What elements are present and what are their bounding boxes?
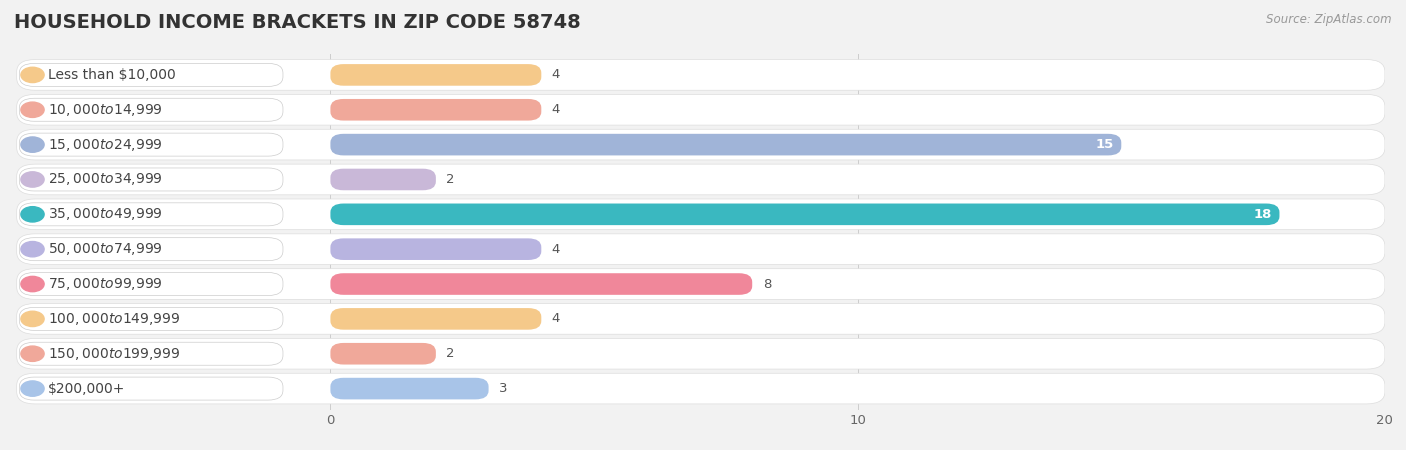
Text: 2: 2 [447, 173, 456, 186]
FancyBboxPatch shape [330, 238, 541, 260]
Circle shape [21, 276, 44, 292]
FancyBboxPatch shape [17, 373, 1385, 404]
Text: 4: 4 [551, 103, 560, 116]
FancyBboxPatch shape [330, 308, 541, 330]
FancyBboxPatch shape [17, 304, 1385, 334]
FancyBboxPatch shape [17, 199, 1385, 230]
FancyBboxPatch shape [20, 307, 283, 330]
FancyBboxPatch shape [330, 134, 1122, 155]
Text: 8: 8 [763, 278, 770, 291]
Circle shape [21, 67, 44, 83]
Text: 4: 4 [551, 312, 560, 325]
Circle shape [21, 381, 44, 396]
Text: $75,000 to $99,999: $75,000 to $99,999 [48, 276, 163, 292]
FancyBboxPatch shape [17, 269, 1385, 299]
Text: $10,000 to $14,999: $10,000 to $14,999 [48, 102, 163, 118]
FancyBboxPatch shape [20, 342, 283, 365]
Circle shape [21, 242, 44, 257]
Text: 2: 2 [447, 347, 456, 360]
FancyBboxPatch shape [330, 273, 752, 295]
FancyBboxPatch shape [17, 59, 1385, 90]
Text: $100,000 to $149,999: $100,000 to $149,999 [48, 311, 181, 327]
FancyBboxPatch shape [20, 273, 283, 296]
Text: 18: 18 [1253, 208, 1271, 221]
Circle shape [21, 311, 44, 327]
FancyBboxPatch shape [17, 338, 1385, 369]
FancyBboxPatch shape [17, 234, 1385, 265]
FancyBboxPatch shape [330, 64, 541, 86]
Circle shape [21, 172, 44, 187]
Text: $200,000+: $200,000+ [48, 382, 125, 396]
FancyBboxPatch shape [330, 378, 489, 400]
FancyBboxPatch shape [20, 98, 283, 121]
FancyBboxPatch shape [330, 99, 541, 121]
Circle shape [21, 102, 44, 117]
FancyBboxPatch shape [20, 238, 283, 261]
Text: $35,000 to $49,999: $35,000 to $49,999 [48, 206, 163, 222]
FancyBboxPatch shape [20, 168, 283, 191]
Circle shape [21, 207, 44, 222]
FancyBboxPatch shape [17, 94, 1385, 125]
Circle shape [21, 137, 44, 152]
Text: Source: ZipAtlas.com: Source: ZipAtlas.com [1267, 14, 1392, 27]
Text: $50,000 to $74,999: $50,000 to $74,999 [48, 241, 163, 257]
FancyBboxPatch shape [20, 63, 283, 86]
Text: 15: 15 [1095, 138, 1114, 151]
Circle shape [21, 346, 44, 361]
FancyBboxPatch shape [20, 203, 283, 226]
Text: Less than $10,000: Less than $10,000 [48, 68, 176, 82]
FancyBboxPatch shape [20, 377, 283, 400]
FancyBboxPatch shape [20, 133, 283, 156]
FancyBboxPatch shape [330, 169, 436, 190]
FancyBboxPatch shape [330, 343, 436, 364]
Text: $15,000 to $24,999: $15,000 to $24,999 [48, 137, 163, 153]
Text: 3: 3 [499, 382, 508, 395]
FancyBboxPatch shape [17, 129, 1385, 160]
Text: $150,000 to $199,999: $150,000 to $199,999 [48, 346, 181, 362]
Text: 4: 4 [551, 243, 560, 256]
Text: $25,000 to $34,999: $25,000 to $34,999 [48, 171, 163, 188]
Text: HOUSEHOLD INCOME BRACKETS IN ZIP CODE 58748: HOUSEHOLD INCOME BRACKETS IN ZIP CODE 58… [14, 14, 581, 32]
Text: 4: 4 [551, 68, 560, 81]
FancyBboxPatch shape [330, 203, 1279, 225]
FancyBboxPatch shape [17, 164, 1385, 195]
